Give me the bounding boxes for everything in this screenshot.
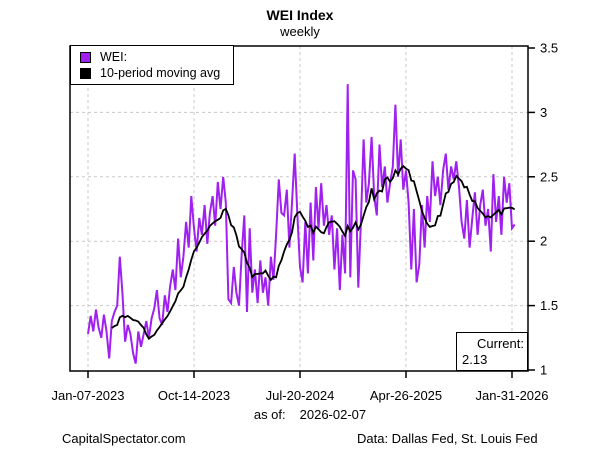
y-tick-label: 3.5: [540, 41, 558, 56]
x-tick-label: Jul-20-2024: [266, 388, 335, 403]
as-of-line: as of: 2026-02-07: [0, 407, 600, 422]
legend-box: WEI: 10-period moving avg: [70, 45, 234, 85]
y-tick-label: 2.5: [540, 169, 558, 184]
as-of-date: 2026-02-07: [299, 407, 367, 422]
footer-source: Data: Dallas Fed, St. Louis Fed: [357, 431, 538, 446]
y-tick-label: 2: [540, 234, 547, 249]
current-value-box: Current: 2.13: [456, 332, 528, 371]
current-label: Current:: [477, 336, 524, 351]
moving-avg-swatch: [80, 67, 91, 79]
moving-avg-line: [111, 164, 516, 341]
y-tick-label: 1.5: [540, 298, 558, 313]
footer-credit: CapitalSpectator.com: [62, 431, 186, 446]
as-of-label: as of:: [253, 407, 286, 422]
wei-series-swatch: [80, 51, 91, 63]
x-tick-label: Apr-26-2025: [370, 388, 442, 403]
legend-item-wei: WEI:: [80, 49, 233, 65]
legend-item-ma: 10-period moving avg: [80, 65, 233, 81]
y-tick-label: 1: [540, 363, 547, 378]
chart-subtitle: weekly: [280, 24, 320, 39]
legend-label-wei: WEI:: [100, 50, 128, 64]
x-tick-label: Oct-14-2023: [158, 388, 230, 403]
y-tick-label: 3: [540, 105, 547, 120]
x-tick-label: Jan-31-2026: [476, 388, 549, 403]
plot-border: [69, 45, 529, 372]
wei-line: [87, 84, 516, 364]
current-value: 2.13: [462, 352, 488, 367]
x-tick-label: Jan-07-2023: [52, 388, 125, 403]
chart-title: WEI Index: [266, 7, 334, 23]
legend-label-ma: 10-period moving avg: [100, 66, 221, 80]
